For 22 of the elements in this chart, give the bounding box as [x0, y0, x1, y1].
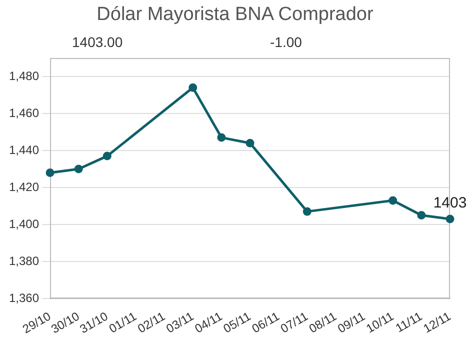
point [217, 133, 226, 142]
point [417, 211, 426, 220]
y-tick-label: 1,480 [9, 68, 40, 83]
point [446, 214, 454, 224]
point [188, 83, 198, 92]
text: 1403.00 [72, 34, 123, 50]
y-tick-label: 1,440 [9, 142, 40, 157]
chart-title: Dólar Mayorista BNA Comprador [96, 4, 374, 26]
point [388, 196, 398, 205]
y-tick-label: 1,400 [9, 216, 40, 231]
point [246, 138, 254, 148]
y-tick-label: 1,420 [9, 180, 40, 194]
data-label: 1403 [433, 194, 467, 212]
x-tick-label: 11/11 [393, 308, 425, 336]
point [102, 152, 112, 160]
y-tick-label: 1,460 [9, 106, 40, 120]
y-tick-label: 1,380 [9, 254, 40, 268]
point [302, 207, 312, 216]
text: -1.00 [270, 34, 302, 50]
point [46, 168, 54, 177]
point [74, 164, 83, 174]
y-tick-label: 1,360 [9, 290, 40, 305]
